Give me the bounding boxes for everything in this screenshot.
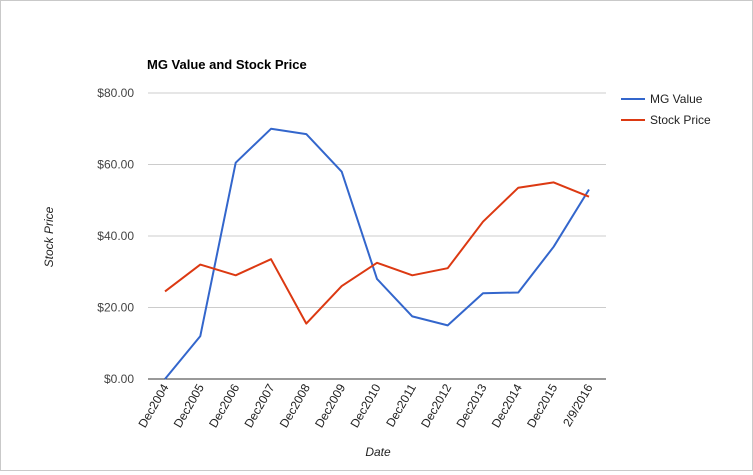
x-tick-label: Dec2006 [206,381,242,430]
x-tick-label: Dec2014 [489,381,525,430]
series-line-stock-price [164,181,590,325]
y-axis-label: Stock Price [42,206,56,267]
x-tick-label: Dec2007 [241,381,277,430]
x-tick-label: Dec2005 [171,381,207,430]
chart-title: MG Value and Stock Price [147,57,307,72]
legend-label: MG Value [650,92,703,106]
x-tick-label: Dec2004 [135,381,171,430]
legend: MG Value Stock Price [621,92,711,127]
x-tick-label: Dec2015 [524,381,560,430]
y-tick-label: $60.00 [97,158,134,172]
x-tick-label: Dec2013 [453,381,489,430]
y-tick-label: $40.00 [97,229,134,243]
y-tick-label: $20.00 [97,301,134,315]
y-tick-label: $80.00 [97,86,134,100]
legend-label: Stock Price [650,113,711,127]
series-lines [164,127,590,380]
x-tick-label: Dec2010 [347,381,383,430]
x-axis-label: Date [365,445,391,459]
y-tick-label: $0.00 [104,372,134,386]
x-tick-label: 2/9/2016 [560,381,596,429]
x-tick-label: Dec2009 [312,381,348,430]
x-tick-label: Dec2008 [277,381,313,430]
series-line-mg-value [164,127,590,380]
x-tick-label: Dec2012 [418,381,454,430]
x-tick-label: Dec2011 [383,381,419,429]
y-tick-labels: $0.00 $20.00 $40.00 $60.00 $80.00 [97,86,134,386]
gridlines [148,92,606,380]
x-tick-labels: Dec2004 Dec2005 Dec2006 Dec2007 Dec2008 Dec20… [135,381,595,430]
